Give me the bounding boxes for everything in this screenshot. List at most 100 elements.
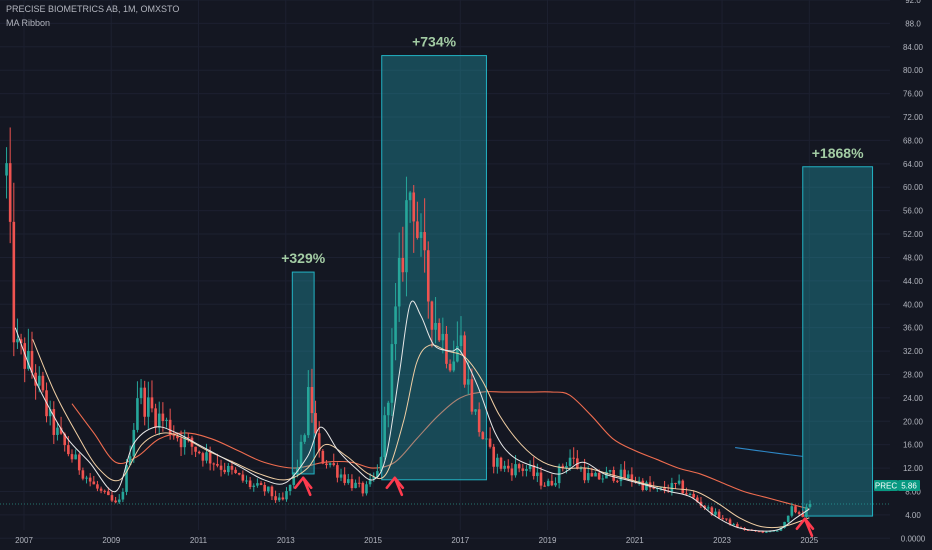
candle-body [583,468,586,481]
candle-body [586,473,590,481]
candle-body [735,524,739,528]
y-axis[interactable]: 0.0000 4.00 8.00 12.00 16.00 20.00 24.00 28.00 3… [901,0,926,543]
gain-box [381,55,487,481]
candle-body [230,465,234,470]
candle-body [59,427,63,434]
candle-body [710,507,714,515]
candle-body [107,491,110,496]
x-tick-label: 2019 [539,536,557,545]
candle-body [296,467,299,473]
y-tick-label: 24.00 [903,394,924,403]
gain-label: +1868% [812,145,864,161]
candle-body [165,419,168,421]
x-tick-label: 2007 [15,536,33,545]
gain-box [291,271,315,475]
candle-body [5,163,8,176]
indicator-label: MA Ribbon [6,18,51,28]
candle-body [721,517,725,519]
candle-body [805,506,808,517]
candle-body [688,493,692,495]
candle-body [219,465,223,470]
candle-body [248,480,252,487]
candle-body [641,480,645,491]
candle-body [56,427,59,435]
candle-body [790,506,794,516]
candle-body [234,469,237,473]
candle-body [63,433,67,446]
y-tick-label: 40.00 [903,300,924,309]
candle-body [310,387,314,414]
red-arrow-marker [795,517,815,538]
candle-body [492,446,496,467]
candle-body [52,409,56,435]
candle-body [376,471,379,477]
candle-body [237,472,241,475]
candle-body [521,468,525,471]
candle-body [117,499,121,503]
candle-body [496,457,499,467]
candle-body [205,452,208,461]
candle-body [357,482,361,484]
candle-body [212,463,216,465]
candle-body [808,504,812,507]
candle-body [416,221,419,238]
candle-body [12,221,16,343]
x-tick-label: 2015 [364,536,382,545]
x-tick-label: 2021 [626,536,644,545]
gain-box [802,166,874,517]
candle-body [216,464,219,466]
candle-body [616,480,619,482]
candle-body [506,465,510,469]
y-tick-label: 28.00 [903,370,924,379]
candle-body [34,372,37,386]
candle-body [390,344,394,403]
candle-body [227,465,230,473]
candle-body [303,435,306,442]
candle-body [27,350,30,369]
candle-body [499,457,503,469]
gain-label: +734% [412,34,457,50]
candle-body [706,507,710,509]
candle-body [474,409,477,412]
candle-body [590,473,594,477]
y-tick-label: 8.00 [905,487,921,496]
candle-body [550,480,554,486]
candle-body [121,491,125,500]
candle-body [150,397,154,409]
candle-body [139,387,143,399]
candle-body [288,484,292,492]
candle-body [786,515,790,522]
candle-body [459,335,463,347]
y-tick-label: 60.00 [903,183,924,192]
candle-body [452,361,456,371]
y-tick-label: 92.0 [905,0,921,5]
candle-body [725,518,728,520]
candle-body [274,496,277,501]
candle-body [772,530,775,532]
x-axis[interactable]: 2007 2009 2011 2013 2015 2017 2019 2021 2023 2025 [15,536,819,545]
x-tick-label: 2009 [102,536,120,545]
y-tick-label: 80.00 [903,66,924,75]
candle-body [768,531,772,533]
candle-body [797,512,801,514]
candle-body [481,432,485,440]
candle-body [714,511,717,515]
y-tick-label: 84.00 [903,43,924,52]
candle-body [328,463,332,466]
candle-body [267,486,270,492]
candle-body [128,456,132,465]
candle-body [674,482,677,484]
candle-body [554,483,557,486]
y-tick-label: 36.00 [903,324,924,333]
gain-label: +329% [281,250,326,266]
candle-body [757,531,761,533]
candle-body [281,497,285,500]
candle-body [263,484,266,492]
y-tick-label: 48.00 [903,253,924,262]
candle-body [663,487,666,491]
candle-body [147,397,150,417]
y-tick-label: 20.00 [903,417,924,426]
candle-body [503,465,506,469]
candle-body [314,413,317,434]
